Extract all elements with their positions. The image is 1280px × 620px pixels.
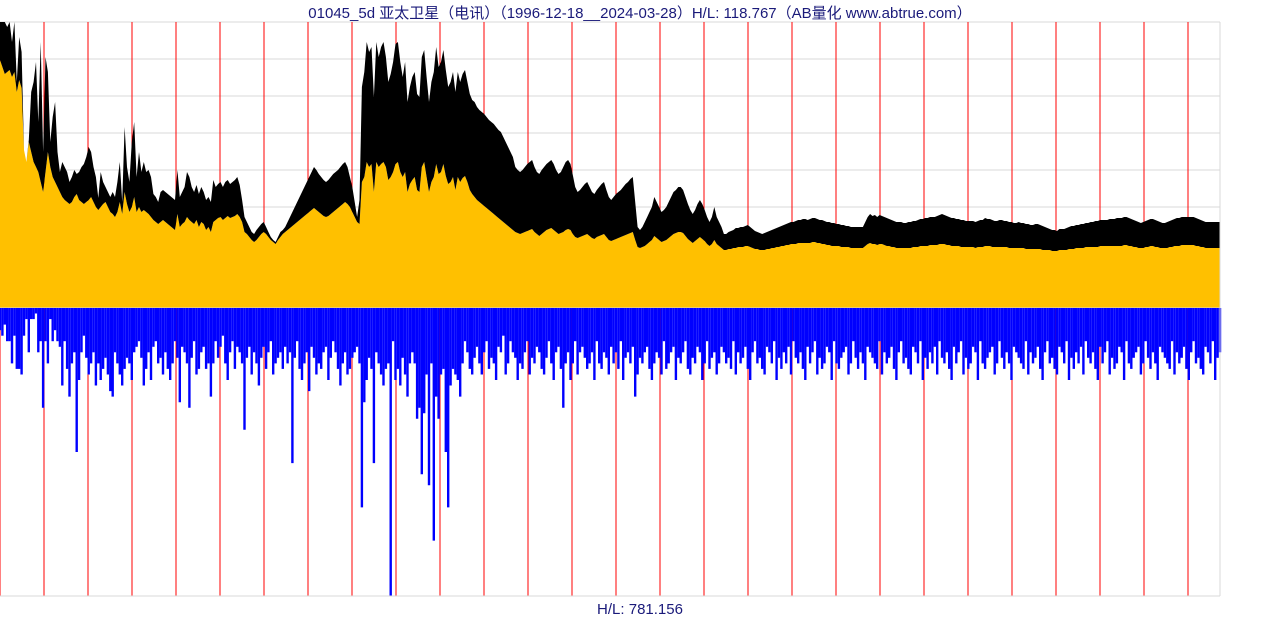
price-volume-chart: [0, 0, 1280, 620]
chart-title-bottom: H/L: 781.156: [0, 601, 1280, 618]
